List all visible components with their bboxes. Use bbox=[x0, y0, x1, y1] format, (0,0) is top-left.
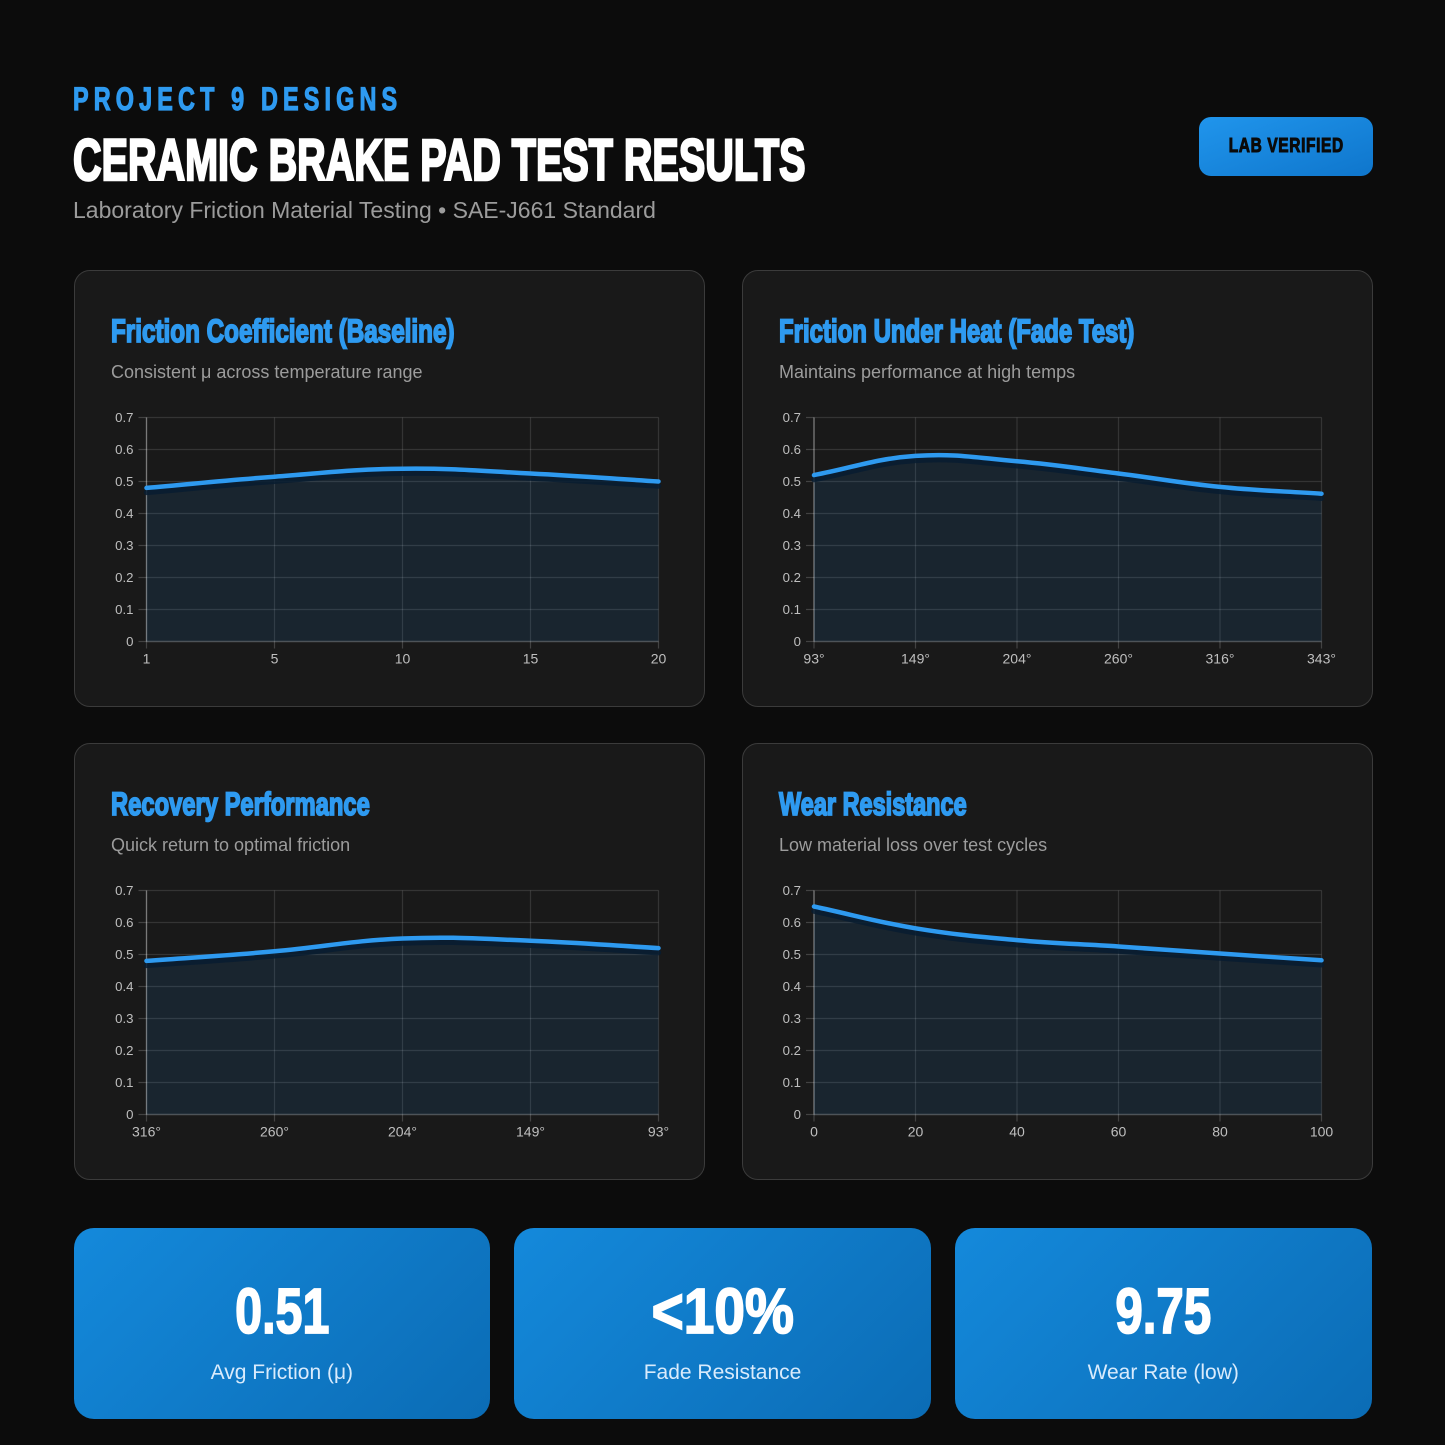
svg-text:0: 0 bbox=[793, 1107, 800, 1122]
svg-text:0.4: 0.4 bbox=[115, 979, 133, 994]
svg-text:20: 20 bbox=[907, 1124, 923, 1140]
svg-text:260°: 260° bbox=[1104, 650, 1133, 666]
svg-text:0.7: 0.7 bbox=[115, 410, 133, 425]
svg-text:0.3: 0.3 bbox=[115, 1011, 133, 1026]
svg-text:0.6: 0.6 bbox=[115, 442, 133, 457]
svg-text:100: 100 bbox=[1309, 1124, 1333, 1140]
svg-text:0: 0 bbox=[126, 1107, 133, 1122]
svg-text:1: 1 bbox=[142, 650, 150, 666]
svg-text:0.7: 0.7 bbox=[782, 410, 800, 425]
svg-text:149°: 149° bbox=[516, 1124, 545, 1140]
svg-text:260°: 260° bbox=[260, 1124, 289, 1140]
svg-text:343°: 343° bbox=[1307, 650, 1336, 666]
svg-text:93°: 93° bbox=[803, 650, 824, 666]
svg-text:0.1: 0.1 bbox=[782, 1075, 800, 1090]
svg-text:0.1: 0.1 bbox=[782, 602, 800, 617]
svg-text:80: 80 bbox=[1212, 1124, 1228, 1140]
svg-text:0.5: 0.5 bbox=[115, 947, 133, 962]
svg-text:60: 60 bbox=[1110, 1124, 1126, 1140]
svg-text:0.5: 0.5 bbox=[782, 947, 800, 962]
svg-text:5: 5 bbox=[270, 650, 278, 666]
svg-text:149°: 149° bbox=[901, 650, 930, 666]
svg-text:0.2: 0.2 bbox=[115, 570, 133, 585]
svg-text:0: 0 bbox=[793, 634, 800, 649]
svg-text:316°: 316° bbox=[1205, 650, 1234, 666]
svg-text:0.7: 0.7 bbox=[782, 883, 800, 898]
svg-text:0.4: 0.4 bbox=[782, 506, 800, 521]
svg-text:316°: 316° bbox=[132, 1124, 161, 1140]
svg-text:0.1: 0.1 bbox=[115, 1075, 133, 1090]
svg-text:204°: 204° bbox=[388, 1124, 417, 1140]
svg-text:40: 40 bbox=[1009, 1124, 1025, 1140]
svg-text:0.4: 0.4 bbox=[115, 506, 133, 521]
svg-text:93°: 93° bbox=[647, 1124, 668, 1140]
svg-text:0.3: 0.3 bbox=[782, 1011, 800, 1026]
svg-text:0.5: 0.5 bbox=[782, 474, 800, 489]
svg-text:0.2: 0.2 bbox=[782, 570, 800, 585]
svg-text:0.6: 0.6 bbox=[782, 442, 800, 457]
svg-text:0.5: 0.5 bbox=[115, 474, 133, 489]
svg-text:0.1: 0.1 bbox=[115, 602, 133, 617]
svg-text:0: 0 bbox=[126, 634, 133, 649]
svg-text:10: 10 bbox=[394, 650, 410, 666]
svg-text:204°: 204° bbox=[1002, 650, 1031, 666]
svg-text:0.2: 0.2 bbox=[115, 1043, 133, 1058]
svg-text:0.2: 0.2 bbox=[782, 1043, 800, 1058]
svg-text:0.6: 0.6 bbox=[115, 915, 133, 930]
svg-text:0.3: 0.3 bbox=[782, 538, 800, 553]
svg-text:0.7: 0.7 bbox=[115, 883, 133, 898]
svg-text:0.3: 0.3 bbox=[115, 538, 133, 553]
svg-text:0: 0 bbox=[810, 1124, 818, 1140]
svg-text:0.4: 0.4 bbox=[782, 979, 800, 994]
svg-text:0.6: 0.6 bbox=[782, 915, 800, 930]
svg-text:20: 20 bbox=[650, 650, 666, 666]
svg-text:15: 15 bbox=[522, 650, 538, 666]
